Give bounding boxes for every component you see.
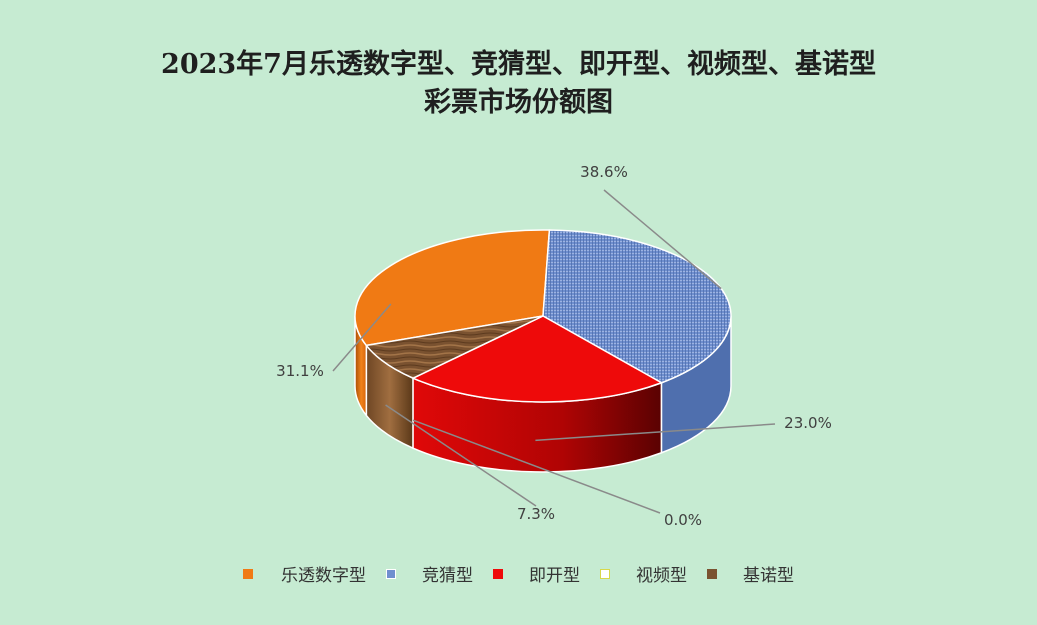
leader-line-quiz xyxy=(603,189,722,290)
data-label-instant: 23.0% xyxy=(784,414,832,432)
legend-label-quiz: 竞猜型 xyxy=(422,566,473,586)
pie-slice-lotto xyxy=(354,229,551,347)
chart-title-line-1: 2023年7月乐透数字型、竞猜型、即开型、视频型、基诺型 xyxy=(161,49,876,80)
legend: 乐透数字型 竞猜型 即开型 视频型 基诺型 xyxy=(0,561,1037,586)
legend-label-instant: 即开型 xyxy=(529,566,580,586)
legend-item-instant: 即开型 xyxy=(493,561,580,586)
data-label-video: 0.0% xyxy=(664,511,702,529)
legend-item-lotto: 乐透数字型 xyxy=(243,561,366,586)
legend-item-quiz: 竞猜型 xyxy=(386,561,473,586)
pie-slice-quiz xyxy=(542,229,732,384)
legend-item-keno: 基诺型 xyxy=(707,561,794,586)
legend-swatch-quiz xyxy=(386,568,396,579)
leader-line-keno xyxy=(385,404,537,507)
pie-slice-keno xyxy=(364,315,544,379)
leader-line-lotto xyxy=(332,303,392,372)
legend-label-video: 视频型 xyxy=(636,566,687,586)
chart-title: 2023年7月乐透数字型、竞猜型、即开型、视频型、基诺型 彩票市场份额图 xyxy=(0,46,1037,122)
legend-swatch-lotto xyxy=(243,568,253,579)
chart-title-line-2: 彩票市场份额图 xyxy=(424,87,613,118)
legend-item-video: 视频型 xyxy=(600,561,687,586)
legend-swatch-video xyxy=(600,568,610,579)
pie-slice-instant xyxy=(411,315,664,403)
data-label-quiz: 38.6% xyxy=(580,163,628,181)
legend-swatch-instant xyxy=(493,568,503,579)
data-label-lotto: 31.1% xyxy=(276,362,324,380)
legend-swatch-keno xyxy=(707,568,717,579)
leader-line-instant xyxy=(535,423,776,442)
legend-label-lotto: 乐透数字型 xyxy=(281,566,366,586)
leader-line-video xyxy=(412,419,661,514)
data-label-keno: 7.3% xyxy=(517,505,555,523)
legend-label-keno: 基诺型 xyxy=(743,566,794,586)
